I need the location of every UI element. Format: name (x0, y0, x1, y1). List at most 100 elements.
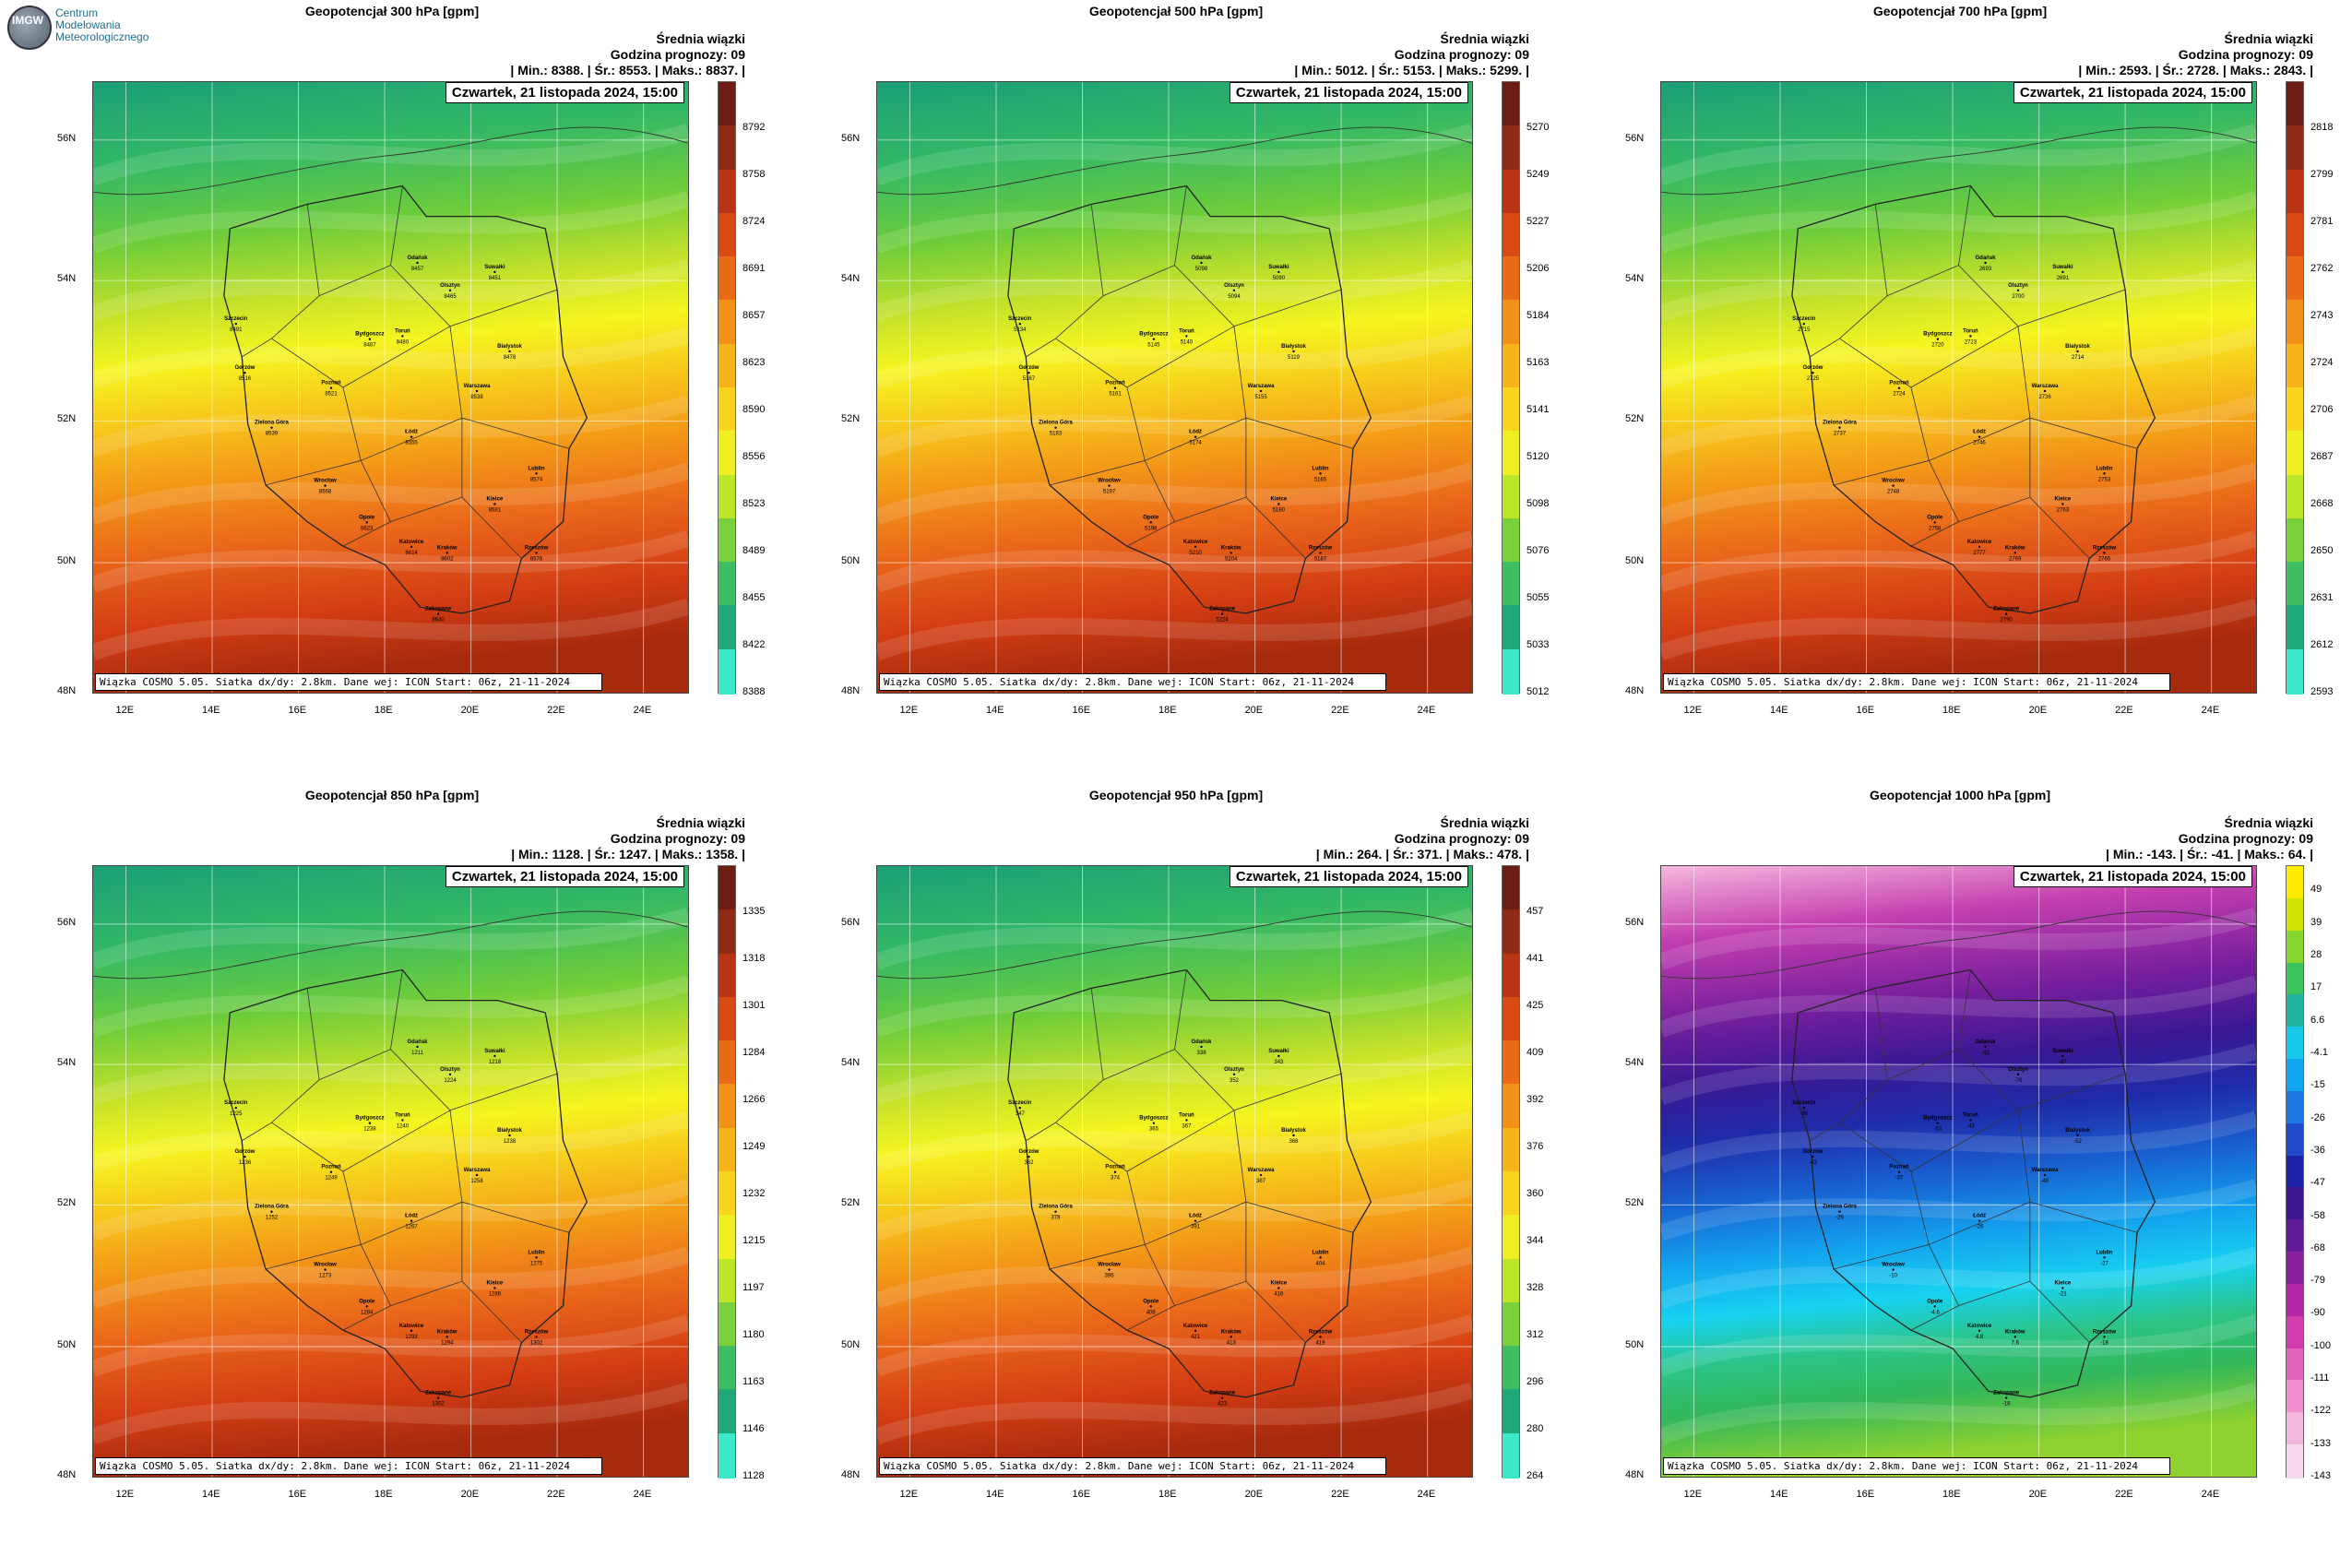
colorbar-segment (2287, 82, 2303, 128)
city-name: Katowice (399, 540, 424, 545)
latitude-label: 56N (841, 916, 861, 928)
city-dot (1933, 521, 1936, 524)
longitude-label: 12E (115, 705, 135, 716)
city-value: -52 (2073, 1139, 2082, 1145)
city-value: 2693 (1979, 267, 1992, 272)
colorbar-tick-label: 2724 (2310, 356, 2334, 368)
colorbar-segment (1503, 1432, 1519, 1479)
colorbar-segment (719, 1040, 735, 1087)
city-dot (1292, 350, 1295, 353)
forecast-hour: Godzina prognozy: 09 (610, 47, 745, 62)
city-name: Warszawa (1248, 384, 1275, 389)
colorbar-tick-label: 5076 (1526, 544, 1550, 556)
map-field: Gdańsk 1211 Olsztyn 1224 Suwałki 1218 Szczecin… (93, 866, 688, 1477)
region-border (1245, 417, 1354, 449)
latitude-label: 56N (841, 132, 861, 144)
city-name: Białystok (2065, 1128, 2090, 1134)
band-curve (1661, 1246, 2256, 1309)
city-dot (1220, 612, 1224, 615)
city-name: Zakopane (425, 607, 452, 612)
colorbar-tick-label: 8623 (742, 356, 766, 368)
country-border (1007, 184, 1372, 614)
forecast-date: Czwartek, 21 listopada 2024, 15:00 (445, 82, 684, 103)
city-value: 7.6 (2012, 1340, 2020, 1346)
city-name: Warszawa (2032, 1168, 2059, 1173)
city-dot (1936, 338, 1940, 340)
city-value: 8465 (444, 294, 457, 300)
colorbar-segment (2287, 562, 2303, 608)
latitude-label: 50N (1625, 554, 1645, 566)
city-name: Zakopane (1209, 1391, 1236, 1396)
city-name: Toruń (1963, 1112, 1978, 1118)
city-value: -37 (1895, 1176, 1904, 1182)
city-value: 1225 (230, 1111, 243, 1117)
city-value: 8614 (405, 551, 418, 556)
city-dot (1152, 1122, 1156, 1124)
colorbar-tick-label: 1180 (742, 1328, 765, 1340)
colorbar-tick-label: 5033 (1526, 638, 1550, 650)
colorbar-segment (2287, 256, 2303, 303)
city-value: 2769 (2009, 556, 2022, 562)
region-border (1174, 1280, 1306, 1343)
band-curve (1661, 123, 2256, 186)
city-value: -18 (2002, 1402, 2011, 1408)
band-curve (1661, 1043, 2256, 1106)
colorbar-tick-label: 49 (2310, 884, 2322, 896)
colorbar-tick-label: 1232 (742, 1187, 766, 1199)
city-value: 1294 (441, 1340, 454, 1346)
city-dot (2076, 350, 2079, 353)
city-name: Szczecin (1008, 316, 1032, 322)
colorbar-segment (2287, 866, 2303, 900)
map-field: Gdańsk 8457 Olsztyn 8465 Suwałki 8451 Szczecin… (93, 82, 688, 693)
city-dot (244, 371, 246, 374)
colorbar-segment (1503, 300, 1519, 346)
city-value: 2714 (2072, 355, 2085, 361)
city-name: Łódź (1973, 430, 1986, 435)
city-dot (448, 1073, 452, 1075)
city-dot (2061, 503, 2064, 505)
band-curve (1661, 1111, 2256, 1173)
forecast-hour: Godzina prognozy: 09 (1394, 831, 1529, 846)
colorbar-tick-label: 8556 (742, 450, 766, 462)
city-name: Katowice (399, 1324, 424, 1329)
panel-title: Geopotencjał 850 hPa [gpm] (304, 788, 480, 802)
city-dot (1200, 261, 1203, 265)
colorbar-segment (719, 1346, 735, 1392)
field-fill (877, 82, 1472, 693)
city-value: 1273 (319, 1274, 332, 1279)
city-name: Katowice (1183, 540, 1208, 545)
city-value: 5210 (1189, 551, 1202, 556)
colorbar-segment (719, 1171, 735, 1218)
latitude-label: 56N (1625, 916, 1645, 928)
city-dot (1319, 1336, 1322, 1338)
city-value: 8516 (239, 376, 252, 382)
city-name: Łódź (1973, 1214, 1986, 1219)
city-dot (535, 1256, 538, 1259)
colorbar-tick-label: -26 (2310, 1111, 2325, 1123)
city-dot (2004, 1396, 2008, 1399)
city-name: Gorzów (1018, 1149, 1039, 1155)
geopotential-panel: Geopotencjał 950 hPa [gpm] Średnia wiązki… (784, 784, 1543, 1550)
city-value: 1224 (444, 1078, 457, 1084)
city-dot (436, 612, 440, 615)
city-dot (1152, 338, 1156, 340)
city-dot (1812, 371, 1814, 374)
field-fill (93, 866, 688, 1477)
city-name: Zielona Góra (1823, 1205, 1857, 1210)
model-info: Wiązka COSMO 5.05. Siatka dx/dy: 2.8km. … (95, 1457, 602, 1475)
city-name: Wrocław (1882, 479, 1905, 484)
colorbar-segment (719, 474, 735, 520)
city-name: Gdańsk (1192, 255, 1213, 261)
city-value: 8574 (530, 477, 543, 482)
coastline (1661, 910, 2256, 980)
city-dot (244, 1155, 246, 1158)
city-value: 8640 (432, 618, 445, 624)
colorbar-tick-label: 8489 (742, 544, 766, 556)
region-border (1958, 496, 2090, 559)
city-dot (401, 1119, 404, 1122)
city-value: 5140 (1181, 339, 1194, 345)
longitude-label: 16E (1856, 705, 1875, 716)
city-value: 1275 (530, 1261, 543, 1266)
forecast-date: Czwartek, 21 listopada 2024, 15:00 (445, 866, 684, 887)
city-value: 365 (1149, 1127, 1159, 1133)
